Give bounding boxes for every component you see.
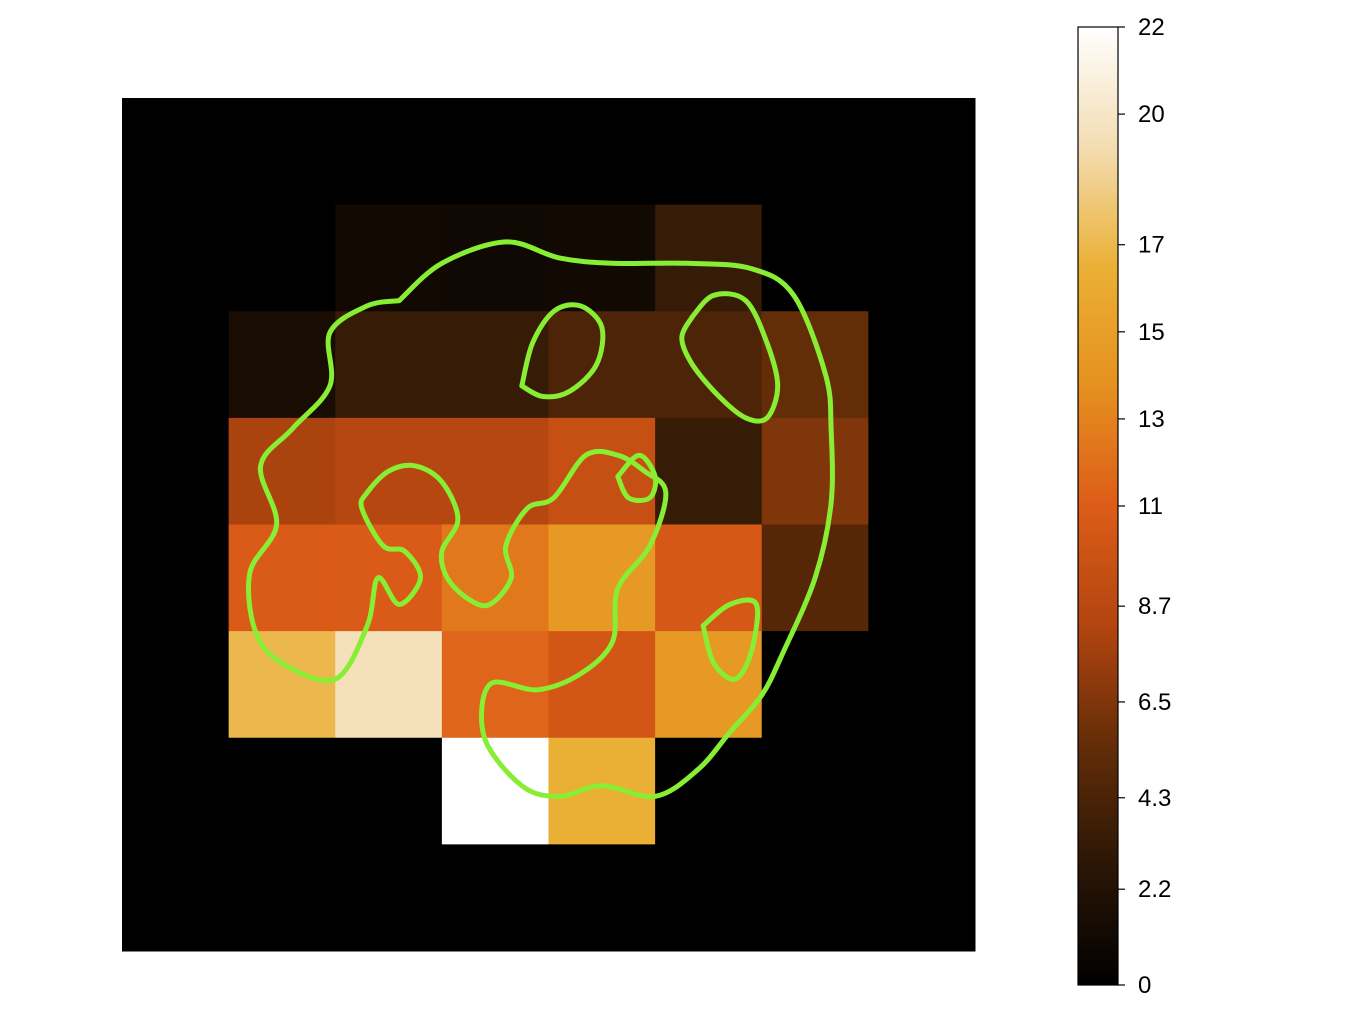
heatmap-cell	[655, 98, 763, 206]
heatmap-cell	[122, 311, 230, 419]
heatmap-cell	[548, 524, 656, 632]
colorbar-tick-label: 15	[1138, 319, 1165, 346]
heatmap-cells	[122, 98, 976, 952]
contour-line	[679, 291, 781, 424]
heatmap-cell	[548, 631, 656, 739]
heatmap-cell	[122, 98, 230, 206]
heatmap-cell	[868, 204, 976, 312]
heatmap-cell	[335, 631, 443, 739]
heatmap-cell	[335, 204, 443, 312]
colorbar-tick-label: 20	[1138, 101, 1165, 128]
contour-lines	[246, 239, 835, 800]
heatmap-cell	[868, 524, 976, 632]
heatmap-cell	[228, 737, 336, 845]
heatmap-cell	[548, 417, 656, 525]
colorbar-tick-label: 11	[1138, 493, 1163, 520]
colorbar-tick-label: 6.5	[1138, 689, 1171, 716]
heatmap-cell	[122, 524, 230, 632]
heatmap-cell	[228, 631, 336, 739]
heatmap-cell	[548, 98, 656, 206]
heatmap-cell	[122, 844, 230, 952]
heatmap-cell	[761, 844, 869, 952]
colorbar-tick-label: 13	[1138, 406, 1165, 433]
heatmap-cell	[761, 204, 869, 312]
colorbar-tick-label: 17	[1138, 232, 1165, 259]
heatmap-cell	[868, 631, 976, 739]
heatmap-cell	[228, 844, 336, 952]
heatmap-cell	[228, 204, 336, 312]
heatmap-cell	[548, 737, 656, 845]
heatmap-cell	[548, 844, 656, 952]
heatmap-cell	[335, 524, 443, 632]
heatmap-cell	[655, 417, 763, 525]
heatmap-cell	[761, 631, 869, 739]
heatmap-cell	[441, 204, 549, 312]
colorbar-tick-label: 0	[1138, 972, 1151, 999]
heatmap-cell	[335, 311, 443, 419]
contour-line	[519, 302, 606, 400]
heatmap-cell	[868, 98, 976, 206]
heatmap-cell	[761, 417, 869, 525]
heatmap-cell	[761, 737, 869, 845]
heatmap-cell	[868, 417, 976, 525]
contour-line	[700, 597, 761, 682]
heatmap-cell	[868, 737, 976, 845]
contour-line	[615, 452, 659, 503]
heatmap-cell	[655, 524, 763, 632]
contour-line	[246, 239, 835, 800]
heatmap-cell	[655, 204, 763, 312]
heatmap-cell	[335, 737, 443, 845]
heatmap-cell	[122, 631, 230, 739]
heatmap-cell	[122, 737, 230, 845]
colorbar-tick-label: 2.2	[1138, 876, 1171, 903]
heatmap-cell	[122, 417, 230, 525]
heatmap-cell	[335, 844, 443, 952]
colorbar-scale	[1077, 26, 1119, 986]
colorbar-tick-label: 8.7	[1138, 593, 1171, 620]
heatmap-cell	[655, 311, 763, 419]
heatmap-cell	[441, 524, 549, 632]
heatmap-cell	[122, 204, 230, 312]
heatmap-cell	[228, 524, 336, 632]
heatmap-cell	[761, 311, 869, 419]
heatmap-cell	[868, 311, 976, 419]
heatmap-cell	[335, 98, 443, 206]
heatmap-cell	[655, 844, 763, 952]
heatmap-cell	[228, 98, 336, 206]
heatmap-cell	[441, 631, 549, 739]
heatmap-cell	[868, 844, 976, 952]
heatmap-cell	[441, 311, 549, 419]
colorbar: 0 2.2 4.3 6.5 8.7 11 13 15 17 20 22	[1077, 14, 1171, 999]
heatmap-cell	[761, 98, 869, 206]
heatmap-cell	[441, 844, 549, 952]
colorbar-tick-label: 4.3	[1138, 785, 1171, 812]
colorbar-ticks: 0 2.2 4.3 6.5 8.7 11 13 15 17 20 22	[1118, 14, 1171, 999]
heatmap-cell	[228, 417, 336, 525]
heatmap-cell	[441, 98, 549, 206]
colorbar-tick-label: 22	[1138, 14, 1165, 41]
